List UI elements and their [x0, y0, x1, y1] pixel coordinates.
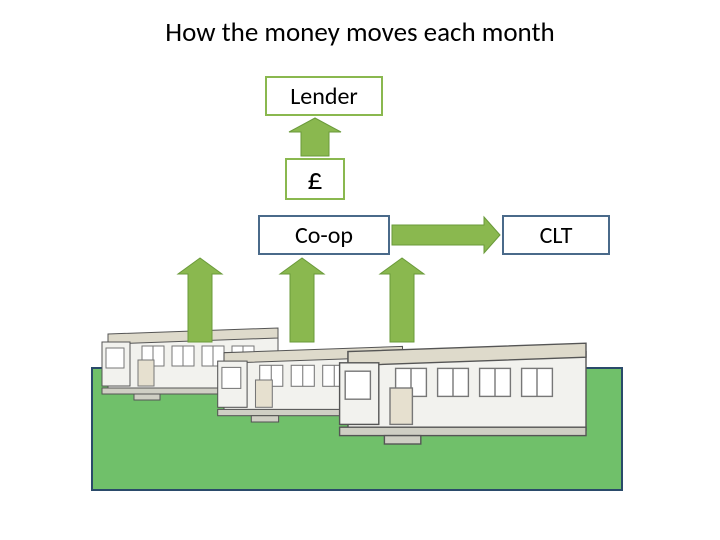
page-title: How the money moves each month — [0, 16, 720, 49]
pound-box: £ — [285, 158, 345, 200]
lender-box: Lender — [265, 76, 383, 116]
lender-label: Lender — [290, 82, 358, 111]
clt-label: CLT — [540, 221, 573, 250]
coop-label: Co-op — [295, 221, 353, 250]
clt-box: CLT — [502, 215, 610, 255]
pound-label: £ — [307, 161, 322, 198]
coop-box: Co-op — [258, 215, 390, 255]
